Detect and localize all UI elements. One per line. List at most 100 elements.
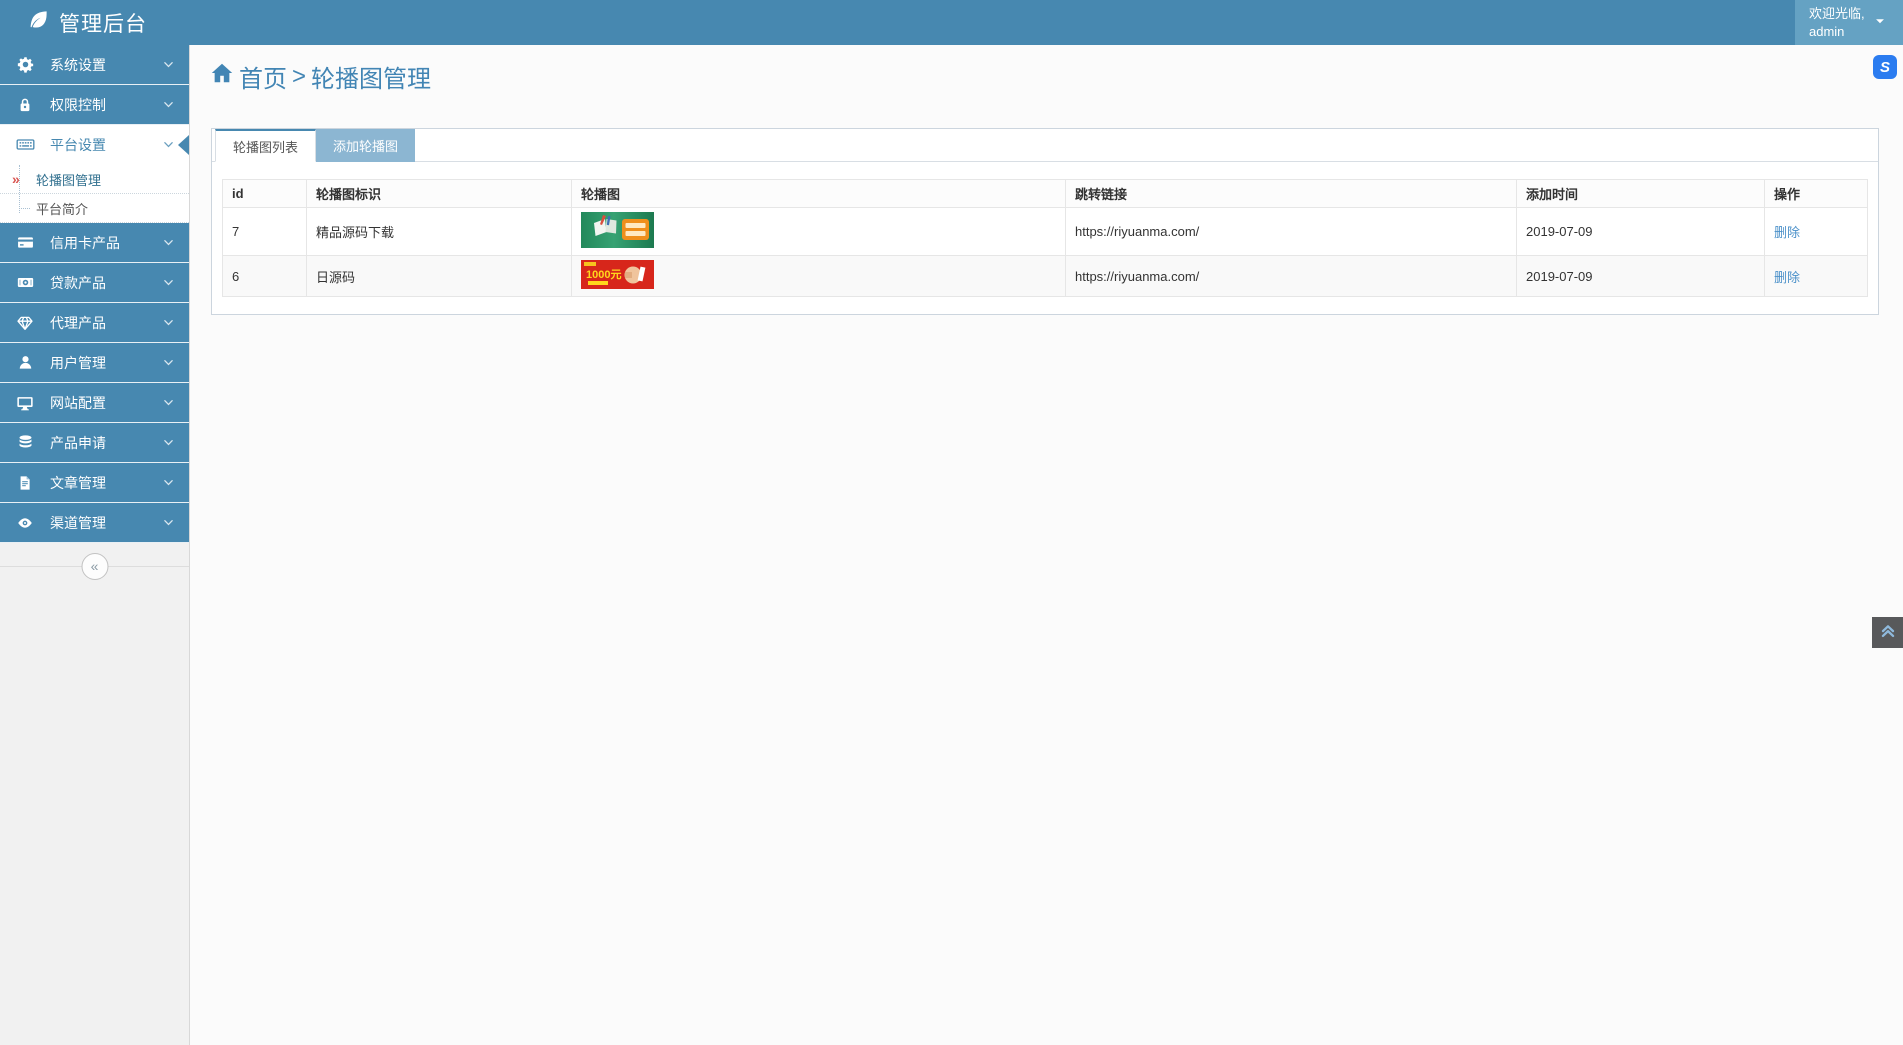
column-header-action: 操作 [1764, 179, 1868, 208]
main-content: 首页 > 轮播图管理 轮播图列表 添加轮播图 id 轮播图标识 轮播图 [190, 45, 1903, 1045]
sidebar-item[interactable]: 贷款产品 [0, 263, 189, 303]
chevron-down-icon [162, 316, 175, 329]
gear-icon [12, 56, 38, 73]
app-brand: 管理后台 [0, 0, 147, 45]
welcome-text: 欢迎光临, admin [1809, 5, 1865, 39]
sidebar-subitem-label: 轮播图管理 [36, 172, 102, 188]
sidebar-item[interactable]: 用户管理 [0, 343, 189, 383]
sidebar-item-label: 系统设置 [50, 56, 106, 73]
sidebar-item-label: 网站配置 [50, 394, 106, 411]
double-angle-right-icon: » [12, 171, 20, 187]
chevron-down-icon [162, 58, 175, 71]
svg-text:1000元: 1000元 [586, 268, 621, 281]
chevron-down-icon [162, 276, 175, 289]
chevron-down-icon [162, 396, 175, 409]
sidebar-submenu: » 轮播图管理平台简介 [0, 165, 189, 223]
sidebar-collapse-button[interactable]: « [81, 553, 108, 580]
sidebar-subitem-label: 平台简介 [36, 201, 89, 217]
cell-id: 7 [222, 207, 307, 256]
content-panel: 轮播图列表 添加轮播图 id 轮播图标识 轮播图 跳转链接 添加时间 操作 [211, 128, 1879, 315]
home-icon [210, 61, 234, 92]
back-to-top-button[interactable] [1872, 617, 1903, 648]
carousel-thumbnail-image: 1000元 [581, 260, 654, 289]
sidebar-item[interactable]: 代理产品 [0, 303, 189, 343]
chevron-down-icon [162, 476, 175, 489]
username: admin [1809, 23, 1845, 39]
breadcrumb-home[interactable]: 首页 [239, 66, 287, 93]
sidebar-item-label: 文章管理 [50, 474, 106, 491]
sidebar-item-label: 产品申请 [50, 434, 106, 451]
column-header-link: 跳转链接 [1065, 179, 1517, 208]
table-header-row: id 轮播图标识 轮播图 跳转链接 添加时间 操作 [222, 179, 1868, 208]
sidebar-item[interactable]: 平台设置 [0, 125, 189, 165]
chevron-down-icon [162, 138, 175, 151]
sidebar-item[interactable]: 文章管理 [0, 463, 189, 503]
page-title: 轮播图管理 [311, 66, 432, 93]
sidebar-item-label: 信用卡产品 [50, 234, 120, 251]
diamond-icon [12, 314, 38, 332]
breadcrumb-separator: > [292, 62, 307, 90]
chevron-down-icon [162, 236, 175, 249]
eye-icon [12, 514, 38, 532]
cell-link: https://riyuanma.com/ [1065, 207, 1517, 256]
tab-bar: 轮播图列表 添加轮播图 [212, 129, 1878, 162]
browser-extension-s-icon[interactable]: S [1873, 55, 1897, 79]
sidebar-item[interactable]: 系统设置 [0, 45, 189, 85]
delete-link[interactable]: 删除 [1774, 269, 1801, 285]
sidebar-item-label: 渠道管理 [50, 514, 106, 531]
carousel-table: id 轮播图标识 轮播图 跳转链接 添加时间 操作 7 精品源码下载 https:/… [222, 179, 1868, 297]
chevron-down-icon [162, 356, 175, 369]
table-row: 6 日源码 1000元 https://riyuanma.com/2019-07-09… [222, 255, 1868, 297]
delete-link[interactable]: 删除 [1774, 225, 1801, 240]
top-header: 管理后台 欢迎光临, admin [0, 0, 1903, 45]
cell-link: https://riyuanma.com/ [1065, 255, 1517, 297]
user-icon [12, 354, 38, 371]
sidebar-item-label: 用户管理 [50, 354, 106, 371]
sidebar-subitem[interactable]: 平台简介 [0, 194, 189, 223]
sidebar-item-label: 代理产品 [50, 314, 106, 331]
lock-icon [12, 97, 38, 113]
cell-title: 精品源码下载 [306, 207, 572, 256]
sidebar-menu: 系统设置权限控制平台设置 » 轮播图管理平台简介信用卡产品贷款产品代理产品用户管理网… [0, 45, 189, 543]
sidebar-item[interactable]: 渠道管理 [0, 503, 189, 543]
credit-card-icon [12, 234, 38, 251]
caret-down-icon [1873, 14, 1887, 31]
sidebar-item-label: 权限控制 [50, 96, 106, 113]
column-header-title: 轮播图标识 [306, 179, 572, 208]
sidebar-item[interactable]: 信用卡产品 [0, 223, 189, 263]
breadcrumb: 首页 > 轮播图管理 [210, 59, 1903, 94]
database-icon [12, 434, 38, 451]
app-title: 管理后台 [59, 12, 147, 36]
tree-connector [19, 207, 30, 209]
sidebar-footer: « [0, 549, 189, 595]
table-row: 7 精品源码下载 https://riyuanma.com/2019-07-09 删除 [222, 207, 1868, 256]
column-header-id: id [222, 179, 307, 208]
cell-date: 2019-07-09 [1516, 207, 1765, 256]
monitor-icon [12, 394, 38, 412]
sidebar-item[interactable]: 网站配置 [0, 383, 189, 423]
banknote-icon [12, 274, 38, 291]
chevron-down-icon [162, 436, 175, 449]
cell-action: 删除 [1764, 207, 1868, 256]
column-header-date: 添加时间 [1516, 179, 1765, 208]
sidebar-subitem[interactable]: » 轮播图管理 [0, 165, 189, 194]
cell-image [571, 207, 1066, 256]
document-icon [12, 475, 38, 491]
sidebar-item[interactable]: 产品申请 [0, 423, 189, 463]
tab-carousel-list[interactable]: 轮播图列表 [215, 129, 317, 162]
carousel-thumbnail-image [581, 212, 654, 248]
sidebar: 系统设置权限控制平台设置 » 轮播图管理平台简介信用卡产品贷款产品代理产品用户管理网… [0, 45, 190, 1045]
sidebar-item-label: 贷款产品 [50, 274, 106, 291]
tab-add-carousel[interactable]: 添加轮播图 [316, 129, 416, 162]
user-menu[interactable]: 欢迎光临, admin [1795, 0, 1903, 45]
leaf-icon [28, 9, 49, 36]
cell-title: 日源码 [306, 255, 572, 297]
cell-image: 1000元 [571, 255, 1066, 297]
keyboard-icon [12, 135, 38, 154]
cell-action: 删除 [1764, 255, 1868, 297]
cell-id: 6 [222, 255, 307, 297]
sidebar-item-label: 平台设置 [50, 136, 106, 153]
chevron-down-icon [162, 516, 175, 529]
column-header-image: 轮播图 [571, 179, 1066, 208]
sidebar-item[interactable]: 权限控制 [0, 85, 189, 125]
